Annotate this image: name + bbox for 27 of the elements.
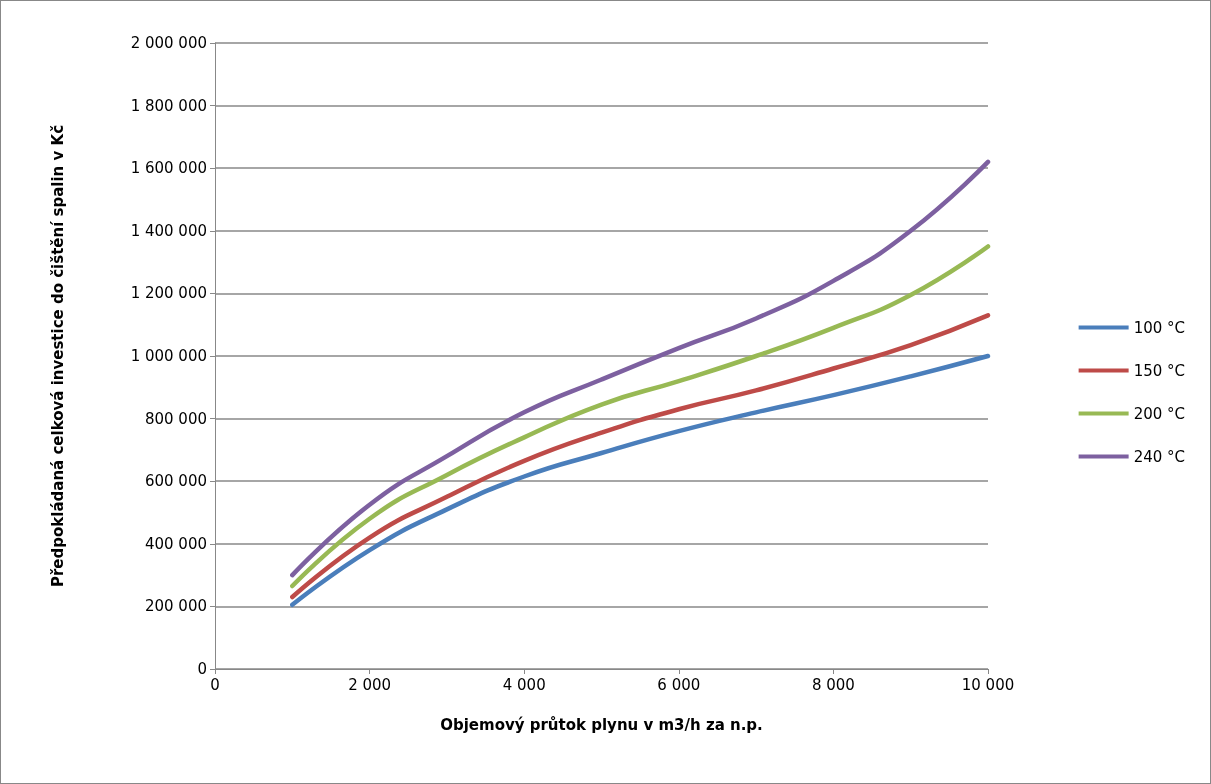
y-tick-label: 200 000 xyxy=(144,597,207,616)
line-series xyxy=(290,244,991,589)
y-tick-label: 600 000 xyxy=(144,472,207,491)
x-tick-label: 8 000 xyxy=(811,675,855,694)
y-tick-label: 800 000 xyxy=(144,409,207,428)
y-tick-label: 2 000 000 xyxy=(130,34,207,52)
y-axis-title: Předpokládaná celková investice do čištění spalin v Kč xyxy=(48,124,67,588)
x-tick-label: 0 xyxy=(210,675,220,694)
y-tick-label: 1 400 000 xyxy=(130,221,207,240)
line-series xyxy=(290,353,991,608)
y-tick-label: 1 200 000 xyxy=(130,284,207,303)
x-tick-label: 10 000 xyxy=(961,675,1015,694)
y-tick-label: 1 000 000 xyxy=(130,347,207,365)
line-series xyxy=(290,159,991,578)
line-series xyxy=(290,313,991,600)
x-tick-label: 6 000 xyxy=(657,675,701,694)
y-tick-label: 0 xyxy=(197,660,207,678)
legend-label: 150 °C xyxy=(1133,361,1185,380)
x-tick-label: 4 000 xyxy=(502,675,546,694)
x-tick-label: 2 000 xyxy=(348,675,392,694)
y-tick-label: 1 600 000 xyxy=(130,159,207,178)
legend-label: 200 °C xyxy=(1133,404,1185,423)
legend-label: 240 °C xyxy=(1133,447,1185,466)
y-tick-label: 400 000 xyxy=(144,534,207,553)
y-tick-label: 1 800 000 xyxy=(130,96,207,115)
legend-label: 100 °C xyxy=(1133,318,1185,337)
x-axis-title: Objemový průtok plynu v m3/h za n.p. xyxy=(440,715,763,734)
